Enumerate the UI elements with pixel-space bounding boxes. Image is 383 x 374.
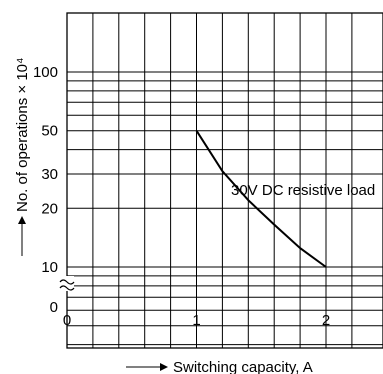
x-arrow-icon xyxy=(160,363,168,371)
x-tick-label: 1 xyxy=(192,312,200,329)
axis-break-icon xyxy=(59,276,75,291)
y-arrow-icon xyxy=(18,216,26,224)
series-label: 30V DC resistive load xyxy=(231,182,375,199)
series-line xyxy=(195,130,327,268)
plot-frame xyxy=(66,12,383,349)
y-tick-label: 0 xyxy=(50,299,58,316)
y-tick-label: 10 xyxy=(41,259,58,276)
y-tick-label: 20 xyxy=(41,200,58,217)
y-axis-label: No. of operations × 10⁴ xyxy=(14,58,31,212)
x-axis-label: Switching capacity, A xyxy=(173,359,313,374)
marks: 30V DC resistive load xyxy=(195,130,375,268)
x-tick-label: 2 xyxy=(322,312,330,329)
y-tick-label: 100 xyxy=(33,64,58,81)
grid xyxy=(67,13,383,348)
y-axis-label-group: No. of operations × 10⁴ xyxy=(14,58,31,256)
y-tick-label: 30 xyxy=(41,166,58,183)
x-tick-label: 0 xyxy=(63,312,71,329)
x-axis-label-group: Switching capacity, A xyxy=(126,359,313,374)
y-tick-label: 50 xyxy=(41,123,58,140)
labels: 0 10 20 30 50 100 0 1 2 xyxy=(33,64,330,329)
